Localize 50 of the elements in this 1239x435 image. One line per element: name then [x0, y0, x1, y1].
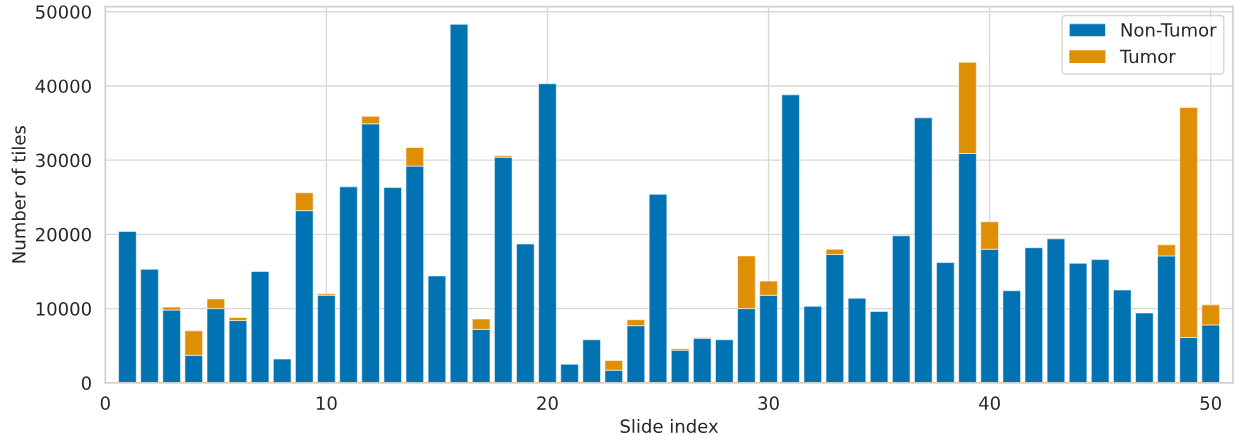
x-tick-label: 50	[1200, 396, 1221, 410]
x-tick-label: 40	[979, 396, 1000, 410]
bar	[339, 186, 358, 383]
bar	[1024, 247, 1043, 383]
bar	[560, 363, 579, 383]
y-tick-label: 0	[81, 376, 91, 390]
bar	[228, 320, 248, 383]
y-tick-label: 20000	[36, 227, 91, 242]
bar	[869, 311, 889, 383]
y-tick-label: 30000	[36, 153, 91, 168]
x-tick-label: 0	[100, 396, 110, 410]
bar	[162, 309, 181, 383]
bar	[781, 94, 800, 383]
bar	[1113, 289, 1132, 383]
bar	[803, 306, 822, 383]
x-axis-title: Slide index	[620, 419, 719, 433]
bar	[516, 243, 535, 383]
bar	[1091, 259, 1110, 383]
bar	[1068, 263, 1088, 383]
bar	[449, 24, 469, 383]
bar	[250, 271, 270, 383]
y-tick-label: 10000	[36, 302, 91, 316]
x-tick-label: 30	[758, 396, 779, 410]
bar	[892, 235, 911, 383]
bar	[494, 156, 513, 383]
bar	[383, 187, 402, 383]
bar	[847, 297, 867, 383]
y-axis-title: Number of tiles	[11, 126, 26, 263]
bar	[936, 262, 955, 383]
y-tick-label: 50000	[36, 5, 91, 19]
bar	[118, 231, 137, 383]
legend-label: Non-Tumor	[1121, 23, 1217, 37]
y-tick-label: 40000	[35, 79, 91, 94]
bar	[914, 117, 933, 383]
bar	[1046, 238, 1066, 383]
bar	[715, 339, 734, 383]
bar	[648, 194, 668, 383]
bar	[693, 337, 712, 383]
bar	[538, 83, 557, 383]
bar	[582, 339, 601, 383]
x-tick-label: 10	[316, 396, 337, 410]
bar	[317, 294, 336, 383]
bar	[140, 268, 159, 383]
bar	[670, 349, 690, 383]
bar	[427, 275, 447, 383]
legend-label: Tumor	[1119, 49, 1176, 64]
x-tick-label: 20	[537, 396, 558, 410]
bar	[1135, 312, 1154, 383]
bar	[1002, 290, 1021, 383]
bar	[273, 358, 292, 383]
